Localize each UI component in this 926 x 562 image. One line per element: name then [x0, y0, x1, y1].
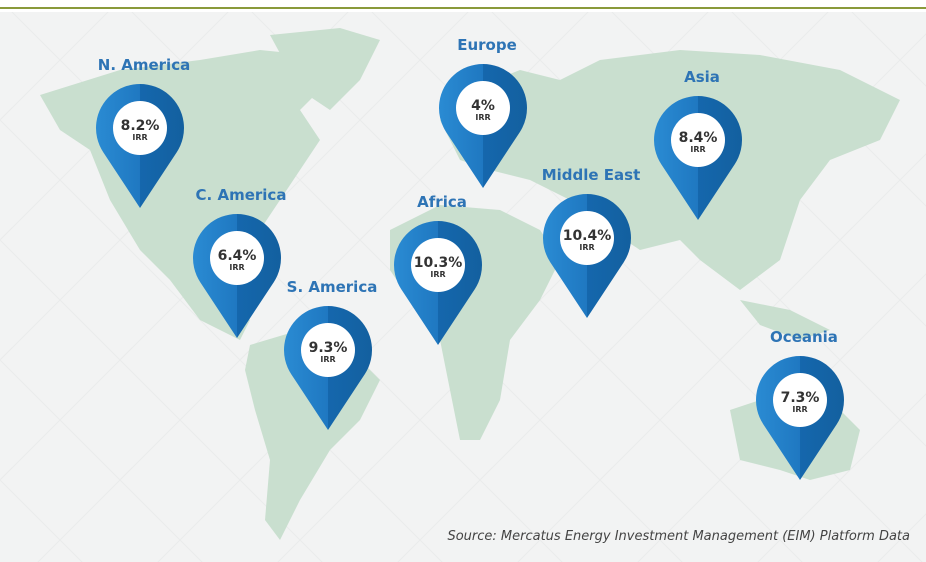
irr-label: IRR [229, 263, 244, 272]
region-name: S. America [287, 278, 378, 296]
irr-label: IRR [430, 270, 445, 279]
map-pin: Middle East 10.4%IRR [542, 166, 641, 318]
map-pin: N. America 8.2%IRR [96, 56, 190, 208]
region-name: Oceania [770, 328, 838, 346]
region-name: Middle East [542, 166, 641, 184]
pin-center [411, 238, 465, 292]
pin-center [113, 101, 167, 155]
region-name: Africa [417, 193, 467, 211]
irr-value: 8.2% [121, 118, 160, 134]
irr-label: IRR [320, 355, 335, 364]
irr-value: 8.4% [679, 130, 718, 146]
map-pin: Europe 4%IRR [439, 36, 527, 188]
irr-value: 6.4% [218, 248, 257, 264]
map-pin: C. America 6.4%IRR [193, 186, 286, 338]
pin-center [301, 323, 355, 377]
region-name: Asia [684, 68, 720, 86]
pin-center [560, 211, 614, 265]
map-pin: Africa 10.3%IRR [394, 193, 482, 345]
pin-center [671, 113, 725, 167]
irr-value: 7.3% [781, 390, 820, 406]
pin-center [210, 231, 264, 285]
region-name: N. America [98, 56, 190, 74]
source-note: Source: Mercatus Energy Investment Manag… [447, 529, 910, 544]
irr-label: IRR [579, 243, 594, 252]
map-pin: Oceania 7.3%IRR [756, 328, 844, 480]
irr-value: 9.3% [309, 340, 348, 356]
map-pin: S. America 9.3%IRR [284, 278, 377, 430]
irr-value: 10.4% [563, 228, 612, 244]
pin-center [773, 373, 827, 427]
irr-label: IRR [475, 113, 490, 122]
irr-label: IRR [690, 145, 705, 154]
pin-center [456, 81, 510, 135]
region-name: Europe [457, 36, 517, 54]
irr-value: 4% [471, 98, 495, 114]
irr-label: IRR [792, 405, 807, 414]
irr-value: 10.3% [414, 255, 463, 271]
region-name: C. America [196, 186, 287, 204]
irr-label: IRR [132, 133, 147, 142]
top-rule [0, 7, 926, 9]
map-pin: Asia 8.4%IRR [654, 68, 742, 220]
